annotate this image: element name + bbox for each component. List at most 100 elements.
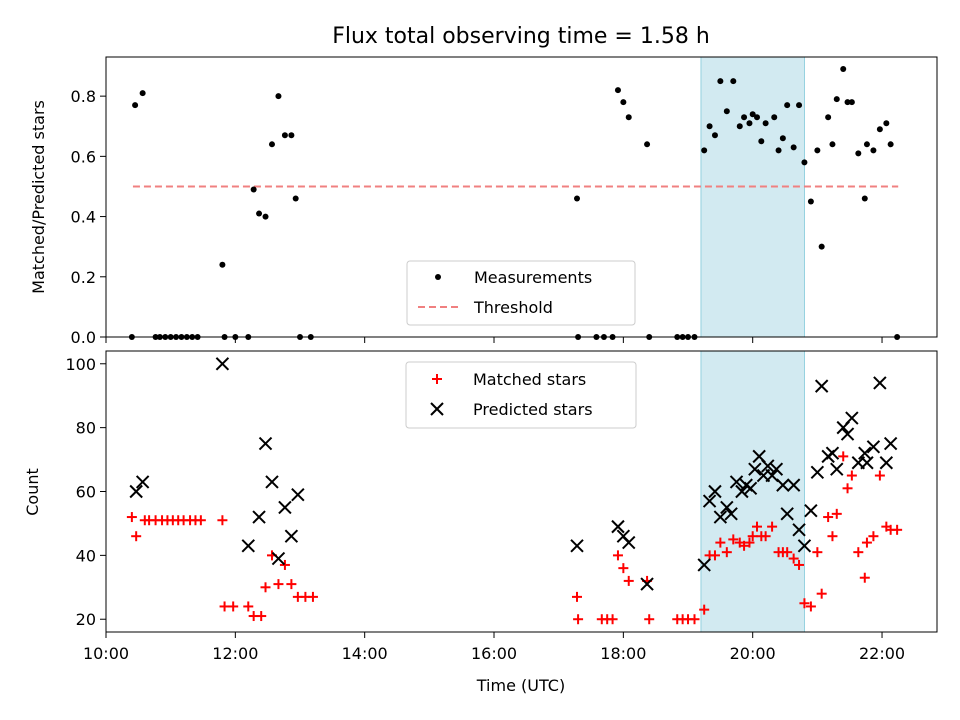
predicted-star-point: [241, 539, 255, 553]
measurement-point: [840, 66, 847, 73]
measurement-point: [574, 195, 581, 202]
count-legend: Matched stars Predicted stars: [405, 361, 637, 429]
matched-star-point: [846, 470, 857, 481]
matched-star-point: [838, 451, 849, 462]
measurement-point: [790, 144, 797, 151]
matched-star-point: [607, 614, 618, 625]
measurement-point: [848, 99, 855, 106]
ratio-axes-frame: [105, 56, 938, 338]
count-y-tick-label: 60: [76, 483, 96, 502]
x-tick-label: 18:00: [600, 644, 646, 663]
ratio-y-ticks: 0.0 0.2 0.4 0.6 0.8: [71, 87, 106, 347]
predicted-star-point: [776, 478, 790, 492]
predicted-star-point: [743, 481, 758, 496]
x-tick-label: 16:00: [471, 644, 517, 663]
x-axis-label: Time (UTC): [476, 676, 565, 695]
count-x-ticks: 10:00 12:00 14:00 16:00 18:00 20:00 22:00: [83, 632, 905, 663]
measurement-point: [717, 78, 724, 85]
measurement-point: [250, 186, 257, 193]
measurement-point: [741, 114, 748, 121]
matched-star-point: [273, 579, 284, 590]
matched-star-point: [689, 614, 700, 625]
matched-star-point: [859, 572, 870, 583]
ratio-x-ticks: [105, 337, 883, 343]
chart-title: Flux total observing time = 1.58 h: [332, 24, 710, 49]
matched-star-point: [816, 588, 827, 599]
ratio-y-tick-label: 0.0: [71, 328, 96, 347]
ratio-legend-box: [406, 260, 636, 326]
measurement-point: [870, 147, 877, 154]
matched-star-point: [760, 531, 771, 542]
predicted-star-point: [129, 484, 143, 499]
count-y-tick-label: 20: [76, 610, 96, 629]
count-y-ticks: 20 40 60 80 100: [65, 355, 106, 629]
predicted-star-point: [792, 523, 806, 537]
matched-star-point: [805, 601, 816, 612]
predicted-star-point: [786, 478, 801, 492]
matched-star-point: [699, 604, 710, 615]
measurement-point: [644, 141, 651, 148]
measurement-point: [825, 114, 832, 121]
predicted-star-point: [702, 494, 717, 508]
predicted-star-point: [252, 510, 266, 524]
legend-matched-marker: [432, 374, 442, 384]
measurement-point: [762, 120, 769, 127]
measurement-point: [814, 147, 821, 154]
matched-star-point: [623, 575, 634, 586]
measurement-point: [281, 132, 288, 139]
matched-star-point: [644, 614, 655, 625]
matched-star-point: [842, 483, 853, 494]
legend-predicted-label: Predicted stars: [473, 400, 593, 419]
predicted-star-point: [830, 462, 844, 476]
matched-star-point: [709, 550, 720, 561]
measurement-point: [706, 123, 713, 130]
matched-star-point: [767, 521, 778, 532]
matched-star-point: [812, 547, 823, 558]
predicted-star-point: [622, 535, 636, 550]
observing-span: [700, 56, 805, 338]
measurement-point: [736, 123, 743, 130]
matched-star-point: [739, 540, 750, 551]
predicted-star-point: [748, 462, 762, 476]
count-y-tick-label: 40: [76, 546, 96, 565]
x-tick-label: 20:00: [730, 644, 776, 663]
predicted-stars-points: [129, 357, 898, 591]
matched-star-point: [279, 559, 290, 570]
legend-measurements-label: Measurements: [474, 268, 592, 287]
predicted-star-point: [810, 465, 825, 480]
matched-star-point: [823, 512, 834, 523]
predicted-star-point: [291, 487, 305, 502]
matched-star-point: [572, 591, 583, 602]
predicted-star-point: [804, 503, 818, 518]
measurement-point: [219, 261, 226, 268]
matched-star-point: [747, 531, 758, 542]
measurement-point: [887, 141, 894, 148]
measurement-point: [292, 195, 299, 202]
measurement-point: [620, 99, 627, 106]
count-y-axis-label: Count: [23, 468, 42, 516]
ratio-y-tick-label: 0.2: [71, 268, 96, 287]
predicted-star-point: [883, 436, 898, 451]
matched-star-point: [260, 582, 271, 593]
matched-star-point: [126, 512, 137, 523]
matched-star-point: [307, 591, 318, 602]
measurement-point: [829, 141, 836, 148]
matched-star-point: [612, 550, 623, 561]
predicted-star-point: [640, 577, 654, 591]
legend-threshold-label: Threshold: [473, 298, 553, 317]
measurement-point: [801, 159, 808, 166]
matched-star-point: [243, 601, 254, 612]
predicted-star-point: [735, 484, 749, 499]
measurement-point: [855, 150, 862, 157]
matched-star-point: [744, 537, 755, 548]
predicted-star-point: [724, 507, 738, 521]
matched-star-point: [788, 553, 799, 564]
matched-star-point: [794, 559, 805, 570]
predicted-star-point: [825, 446, 840, 460]
matched-star-point: [874, 470, 885, 481]
predicted-star-point: [135, 475, 150, 489]
measurement-point: [796, 102, 803, 109]
matched-star-point: [217, 515, 228, 526]
count-y-tick-label: 80: [76, 419, 96, 438]
